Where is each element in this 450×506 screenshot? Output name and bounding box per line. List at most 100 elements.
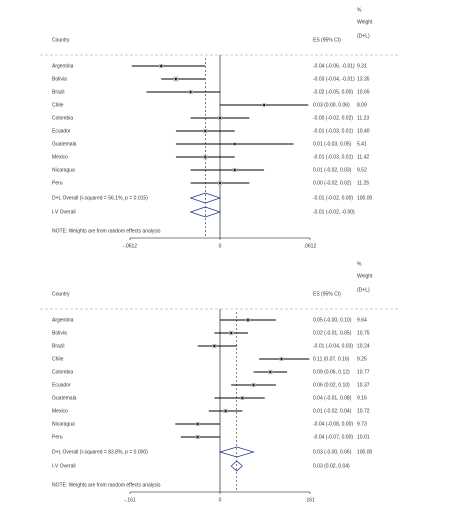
es-text: 0.03 (0.00, 0.06): [313, 102, 350, 108]
weight-text: 9.25: [357, 356, 367, 362]
country-label: Colombia: [52, 369, 73, 375]
country-label: Mexico: [52, 154, 68, 160]
es-text: 0.09 (0.06, 0.12): [313, 369, 350, 375]
country-label: Bolivia: [52, 76, 67, 82]
overall-label: D+L Overall (I-squared = 56.1%, p = 0.01…: [52, 195, 148, 201]
x-tick-label: 0: [219, 243, 222, 249]
overall-label: I-V Overall: [52, 209, 76, 215]
es-text: 0.03 (0.02, 0.04): [313, 463, 350, 469]
es-text: -0.02 (-0.05, 0.00): [313, 89, 353, 95]
country-label: Bolivia: [52, 330, 67, 336]
point-estimate: [213, 345, 216, 347]
header-weight-sub: (D+L): [357, 33, 370, 39]
weight-text: 9.73: [357, 421, 367, 427]
country-label: Argentina: [52, 317, 74, 323]
country-label: Brazil: [52, 89, 65, 95]
weight-text: 8.09: [357, 102, 367, 108]
weight-text: 10.40: [357, 128, 370, 134]
es-text: -0.03 (-0.04, -0.01): [313, 76, 355, 82]
header-country: Country: [52, 37, 70, 43]
country-label: Peru: [52, 434, 63, 440]
point-estimate: [247, 319, 249, 321]
header-weight-sub: (D+L): [357, 287, 370, 293]
point-estimate: [233, 143, 236, 145]
weight-text: 9.64: [357, 317, 367, 323]
overall-diamond: [230, 460, 243, 472]
country-label: Mexico: [52, 408, 68, 414]
x-tick-label: .0612: [304, 243, 317, 249]
x-tick-label: 0: [219, 497, 222, 503]
es-text: 0.00 (-0.02, 0.02): [313, 180, 352, 186]
es-text: -0.00 (-0.02, 0.02): [313, 115, 353, 121]
weight-text: 10.37: [357, 382, 370, 388]
country-label: Peru: [52, 180, 63, 186]
es-text: 0.01 (-0.02, 0.04): [313, 408, 352, 414]
country-label: Chile: [52, 356, 64, 362]
overall-diamond: [189, 206, 222, 218]
country-label: Chile: [52, 102, 64, 108]
es-text: -0.01 (-0.02, 0.00): [313, 195, 353, 201]
header-es: ES (95% CI): [313, 37, 341, 43]
es-text: 0.11 (0.07, 0.16): [313, 356, 350, 362]
weight-text: 5.41: [357, 141, 367, 147]
header-es: ES (95% CI): [313, 291, 341, 297]
weight-text: 10.24: [357, 343, 370, 349]
es-text: 0.01 (-0.02, 0.03): [313, 167, 352, 173]
es-text: -0.01 (-0.04, 0.03): [313, 343, 353, 349]
es-text: 0.06 (0.02, 0.10): [313, 382, 350, 388]
point-estimate: [174, 78, 177, 80]
x-tick-label: .161: [305, 497, 315, 503]
es-text: -0.01 (-0.02, -0.00): [313, 209, 355, 215]
weight-text: 13.35: [357, 76, 370, 82]
country-label: Guatemala: [52, 395, 77, 401]
header-pct: %: [357, 261, 362, 267]
country-label: Colombia: [52, 115, 73, 121]
es-text: -0.04 (-0.08, 0.00): [313, 421, 353, 427]
es-text: -0.04 (-0.07, 0.00): [313, 434, 353, 440]
weight-text: 9.52: [357, 167, 367, 173]
weight-text: 9.16: [357, 395, 367, 401]
point-estimate: [160, 65, 163, 67]
header-country: Country: [52, 291, 70, 297]
point-estimate: [204, 130, 207, 132]
x-tick-label: -.161: [124, 497, 136, 503]
country-label: Nicaragua: [52, 167, 75, 173]
point-estimate: [219, 182, 221, 184]
point-estimate: [196, 423, 199, 425]
es-text: -0.01 (-0.03, 0.01): [313, 128, 353, 134]
weight-text: 10.01: [357, 434, 370, 440]
point-estimate: [263, 104, 266, 106]
weight-text: 10.72: [357, 408, 370, 414]
x-tick-label: -.0612: [123, 243, 137, 249]
point-estimate: [233, 169, 236, 171]
weight-text: 11.25: [357, 180, 369, 186]
point-estimate: [204, 156, 207, 158]
overall-diamond: [189, 192, 222, 204]
country-label: Argentina: [52, 63, 74, 69]
point-estimate: [196, 436, 199, 438]
weight-text: 11.42: [357, 154, 369, 160]
weight-text: 10.77: [357, 369, 370, 375]
es-text: 0.02 (-0.01, 0.05): [313, 330, 352, 336]
overall-label: D+L Overall (I-squared = 83.8%, p = 0.00…: [52, 449, 148, 455]
point-estimate: [224, 410, 227, 412]
weight-text: 100.00: [357, 195, 373, 201]
es-text: 0.03 (-0.00, 0.06): [313, 449, 352, 455]
country-label: Brazil: [52, 343, 65, 349]
note: NOTE: Weights are from random effects an…: [52, 482, 161, 488]
point-estimate: [280, 358, 283, 360]
point-estimate: [252, 384, 255, 386]
overall-label: I-V Overall: [52, 463, 76, 469]
country-label: Ecuador: [52, 128, 71, 134]
es-text: 0.04 (-0.01, 0.08): [313, 395, 352, 401]
weight-text: 11.23: [357, 115, 369, 121]
es-text: 0.05 (-0.00, 0.10): [313, 317, 352, 323]
es-text: -0.04 (-0.06, -0.01): [313, 63, 355, 69]
point-estimate: [269, 371, 272, 373]
es-text: -0.01 (-0.03, 0.01): [313, 154, 353, 160]
weight-text: 100.00: [357, 449, 373, 455]
point-estimate: [241, 397, 244, 399]
country-label: Nicaragua: [52, 421, 75, 427]
es-text: 0.01 (-0.03, 0.05): [313, 141, 352, 147]
